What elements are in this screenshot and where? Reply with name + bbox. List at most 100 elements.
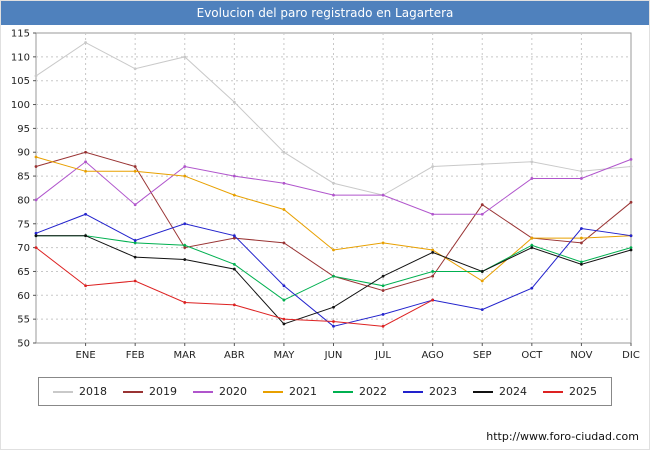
chart-title-bar: Evolucion del paro registrado en Lagarte…	[1, 1, 649, 25]
series-point-2019	[282, 241, 286, 245]
series-point-2022	[629, 246, 633, 250]
series-point-2020	[133, 203, 137, 207]
series-point-2018	[580, 169, 583, 173]
y-axis-label: 100	[11, 100, 30, 111]
legend-item-2025: 2025	[543, 385, 597, 398]
series-point-2025	[431, 298, 435, 302]
legend-item-2018: 2018	[53, 385, 107, 398]
series-point-2021	[530, 236, 534, 240]
series-point-2019	[183, 246, 187, 250]
legend-swatch-2018	[53, 390, 73, 393]
legend-swatch-2025	[543, 390, 563, 393]
y-axis-label: 110	[11, 52, 30, 63]
x-axis-label: OCT	[521, 350, 543, 361]
series-point-2023	[332, 324, 335, 328]
legend-label: 2019	[149, 385, 177, 398]
y-axis-label: 80	[17, 195, 30, 206]
series-point-2024	[480, 270, 484, 273]
series-point-2018	[332, 181, 335, 185]
legend-swatch-2024	[473, 390, 493, 393]
series-point-2021	[282, 208, 286, 211]
series-point-2022	[232, 262, 236, 266]
series-point-2018	[530, 160, 534, 164]
series-point-2023	[629, 234, 633, 238]
series-point-2021	[232, 193, 236, 197]
x-axis-label: ABR	[224, 350, 245, 361]
series-point-2021	[580, 236, 583, 240]
series-point-2020	[183, 165, 187, 168]
series-point-2024	[431, 250, 435, 254]
legend-label: 2020	[219, 385, 247, 398]
series-point-2022	[580, 260, 583, 264]
series-point-2019	[133, 165, 137, 168]
y-axis-label: 85	[17, 172, 30, 183]
y-axis-label: 60	[17, 291, 30, 302]
x-axis-label: DIC	[622, 350, 640, 361]
series-point-2018	[232, 100, 236, 104]
series-point-2023	[282, 284, 286, 288]
series-point-2024	[629, 248, 633, 252]
legend-label: 2024	[499, 385, 527, 398]
series-point-2019	[580, 241, 583, 245]
series-point-2021	[133, 169, 137, 173]
series-point-2018	[183, 55, 187, 59]
legend: 2018 2019 2020 2021 2022 2023 2024 2025	[38, 377, 612, 406]
series-point-2024	[332, 305, 335, 309]
x-axis-label: NOV	[570, 350, 592, 361]
series-point-2025	[34, 246, 38, 250]
legend-swatch-2022	[333, 390, 353, 393]
y-axis-label: 90	[17, 148, 30, 159]
series-point-2025	[232, 303, 236, 307]
series-point-2025	[332, 320, 335, 323]
x-axis-label: JUL	[374, 350, 391, 361]
x-axis-label: JUN	[324, 350, 343, 361]
y-axis-label: 105	[11, 76, 30, 87]
legend-swatch-2023	[403, 390, 423, 393]
series-point-2021	[332, 248, 335, 252]
series-point-2024	[133, 255, 137, 259]
chart-title: Evolucion del paro registrado en Lagarte…	[196, 6, 454, 20]
y-axis-label: 75	[17, 219, 30, 230]
series-point-2020	[84, 160, 87, 164]
y-axis-label: 50	[17, 339, 30, 350]
series-point-2023	[183, 222, 187, 226]
legend-swatch-2019	[123, 390, 143, 393]
series-point-2019	[480, 203, 484, 207]
series-point-2023	[480, 308, 484, 312]
series-point-2024	[34, 234, 38, 238]
footer-url[interactable]: http://www.foro-ciudad.com	[486, 430, 639, 443]
series-point-2021	[183, 174, 187, 178]
x-axis-label: AGO	[422, 350, 444, 361]
series-point-2020	[332, 193, 335, 197]
series-point-2019	[84, 150, 87, 154]
series-point-2019	[431, 274, 435, 278]
legend-label: 2025	[569, 385, 597, 398]
series-point-2020	[34, 198, 38, 202]
y-axis-label: 65	[17, 267, 30, 278]
legend-item-2023: 2023	[403, 385, 457, 398]
series-point-2020	[232, 174, 236, 178]
series-point-2020	[381, 193, 385, 197]
series-point-2018	[431, 165, 435, 168]
legend-label: 2022	[359, 385, 387, 398]
series-point-2022	[530, 243, 534, 247]
series-point-2021	[84, 169, 87, 173]
line-chart: 50 55 60 65 70 75 80 85 90 95 100 105 110 115 ENE FEB MA…	[11, 29, 640, 362]
legend-item-2019: 2019	[123, 385, 177, 398]
series-point-2019	[232, 236, 236, 240]
series-point-2022	[133, 241, 137, 245]
series-point-2023	[133, 239, 137, 242]
series-point-2018	[34, 74, 38, 78]
series-point-2024	[232, 267, 236, 271]
legend-item-2021: 2021	[263, 385, 317, 398]
series-point-2024	[381, 274, 385, 278]
series-point-2023	[580, 227, 583, 230]
series-point-2023	[34, 231, 38, 235]
series-point-2024	[580, 262, 583, 266]
x-axis-label: SEP	[473, 350, 492, 361]
series-point-2024	[282, 322, 286, 326]
x-axis-label: MAR	[174, 350, 196, 361]
legend-item-2024: 2024	[473, 385, 527, 398]
series-point-2021	[34, 155, 38, 159]
